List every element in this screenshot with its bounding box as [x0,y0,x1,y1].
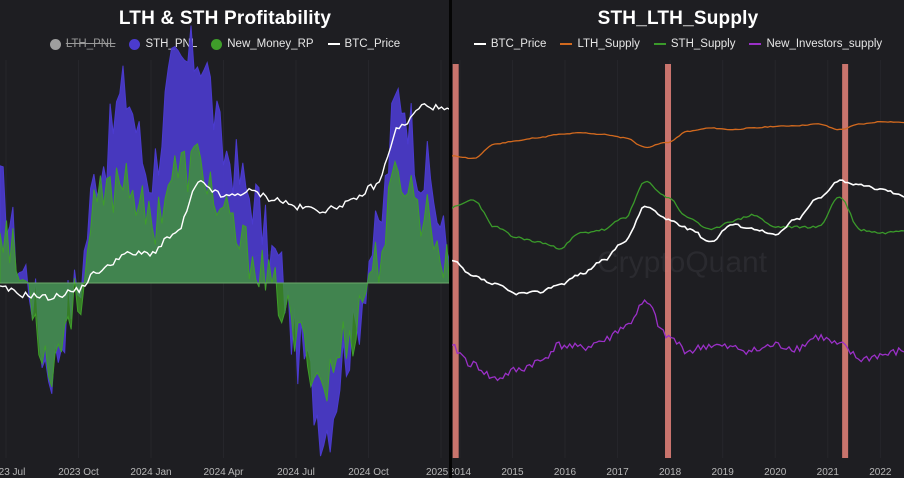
chart-title: LTH & STH Profitability [118,8,332,29]
lth-sth-profitability-panel: LTH & STH Profitability LTH_PNL STH_PNL Ne… [0,0,450,478]
legend-item-btc-price[interactable]: BTC_Price [327,38,401,50]
panel-divider [449,0,452,478]
highlight-band [665,64,672,458]
x-tick-label: 2018 [659,467,682,478]
legend-label: BTC_Price [344,38,401,50]
x-tick-label: 2024 Oct [348,467,389,478]
x-tick-label: 2024 Jan [130,467,171,478]
x-tick-label: 2017 [606,467,629,478]
highlight-band [842,64,849,458]
legend-swatch [211,38,223,50]
x-tick-label: 23 Jul [0,467,25,478]
x-tick-label: 2020 [764,467,787,478]
legend-item-sth-supply[interactable]: STH_Supply [653,38,736,50]
area-new-money-rp [0,143,450,402]
sth-lth-supply-panel: STH_LTH_Supply BTC_Price LTH_Supply STH_Su… [452,0,904,478]
supply-chart-svg: CryptoQuant 2014 2015 2016 2017 2018 2019 2020 2… [452,60,904,478]
line-btc-price [0,103,450,301]
legend-item-lth-supply[interactable]: LTH_Supply [560,38,640,50]
watermark: CryptoQuant [597,246,768,279]
x-tick-label: 2016 [554,467,577,478]
legend-swatch [560,43,573,45]
chart-legend: BTC_Price LTH_Supply STH_Supply New_Investo… [452,38,904,50]
legend-label: STH_Supply [670,38,736,50]
legend-label: STH_PNL [145,38,198,50]
chart-legend: LTH_PNL STH_PNL New_Money_RP BTC_Price [0,38,450,50]
line-new-investors-supply [452,299,904,382]
legend-label: BTC_Price [490,38,547,50]
x-tick-label: 2024 Apr [203,467,244,478]
legend-label: LTH_Supply [577,38,640,50]
x-tick-label: 2025 J [426,467,450,478]
x-tick-label: 2021 [817,467,840,478]
legend-swatch [49,38,61,50]
legend-swatch [749,43,762,45]
legend-item-sth-pnl[interactable]: STH_PNL [129,38,197,50]
x-tick-label: 2024 Jul [277,467,315,478]
line-sth-supply [452,180,904,250]
line-btc-price [452,179,904,296]
x-tick-label: 2014 [452,467,471,478]
legend-label: New_Money_RP [227,38,314,50]
legend-swatch [653,43,666,45]
legend-swatch [473,43,486,45]
legend-item-new-investors-supply[interactable]: New_Investors_supply [749,38,882,50]
x-tick-label: 2023 Oct [58,467,99,478]
legend-item-lth-pnl[interactable]: LTH_PNL [49,38,116,50]
legend-label: LTH_PNL [65,38,116,50]
legend-item-btc-price[interactable]: BTC_Price [473,38,547,50]
legend-swatch [129,38,141,50]
line-lth-supply [452,121,904,160]
x-tick-label: 2015 [501,467,524,478]
legend-item-new-money-rp[interactable]: New_Money_RP [211,38,314,50]
x-tick-label: 2019 [712,467,735,478]
chart-title: STH_LTH_Supply [597,8,759,29]
legend-swatch [327,43,340,45]
legend-label: New_Investors_supply [766,38,883,50]
x-tick-label: 2022 [869,467,892,478]
